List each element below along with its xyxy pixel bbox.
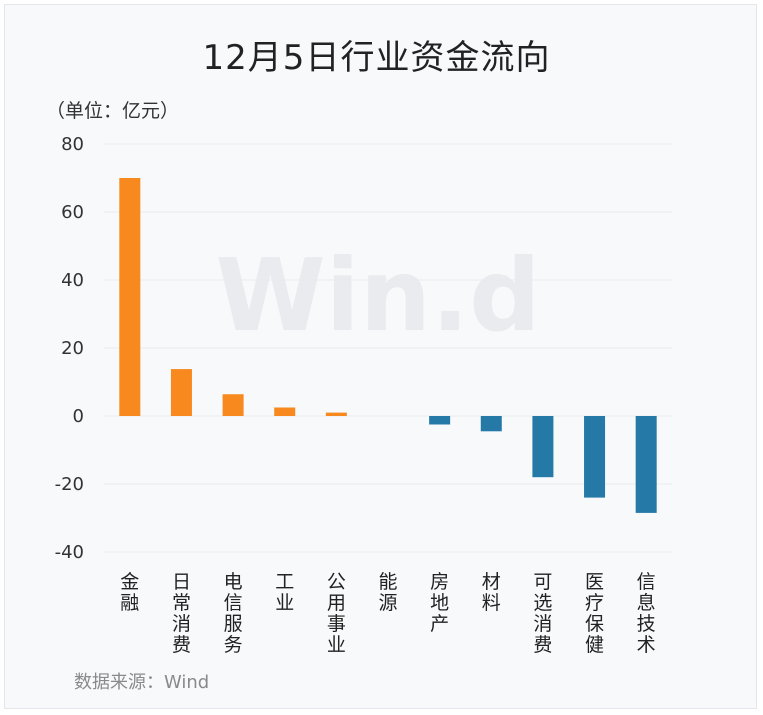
y-tick-label: 80	[61, 134, 84, 155]
x-category-label: 信息技术	[637, 571, 656, 656]
bar-5	[325, 412, 347, 416]
bar-7	[429, 416, 451, 425]
y-tick-label: 40	[61, 270, 84, 291]
bar-10	[584, 416, 606, 498]
x-category-label: 电信服务	[224, 571, 243, 656]
y-tick-label: -40	[55, 542, 84, 563]
bar-8	[480, 416, 502, 432]
x-category-label: 日常消费	[172, 571, 191, 656]
x-category-label: 工业	[275, 571, 294, 614]
bar-4	[274, 407, 296, 416]
x-category-label: 可选消费	[533, 571, 552, 656]
x-category-label: 金融	[120, 571, 139, 614]
watermark: Win.d	[215, 237, 540, 354]
x-category-label: 医疗保健	[585, 571, 604, 656]
bar-11	[635, 416, 657, 513]
x-category-label: 公用事业	[327, 571, 346, 656]
unit-label: （单位：亿元）	[46, 100, 180, 122]
y-tick-label: -20	[55, 474, 84, 495]
bar-2	[170, 369, 192, 416]
bar-1	[119, 178, 141, 416]
x-category-label: 能源	[378, 571, 397, 614]
x-category-label: 材料	[482, 571, 501, 614]
bar-9	[532, 416, 554, 478]
bar-3	[222, 394, 244, 416]
y-tick-label: 20	[61, 338, 84, 359]
source-note: 数据来源：Wind	[74, 672, 210, 693]
y-tick-label: 60	[61, 202, 84, 223]
x-category-label: 房地产	[430, 571, 449, 635]
y-tick-label: 0	[73, 406, 84, 427]
chart-title: 12月5日行业资金流向	[202, 38, 551, 78]
